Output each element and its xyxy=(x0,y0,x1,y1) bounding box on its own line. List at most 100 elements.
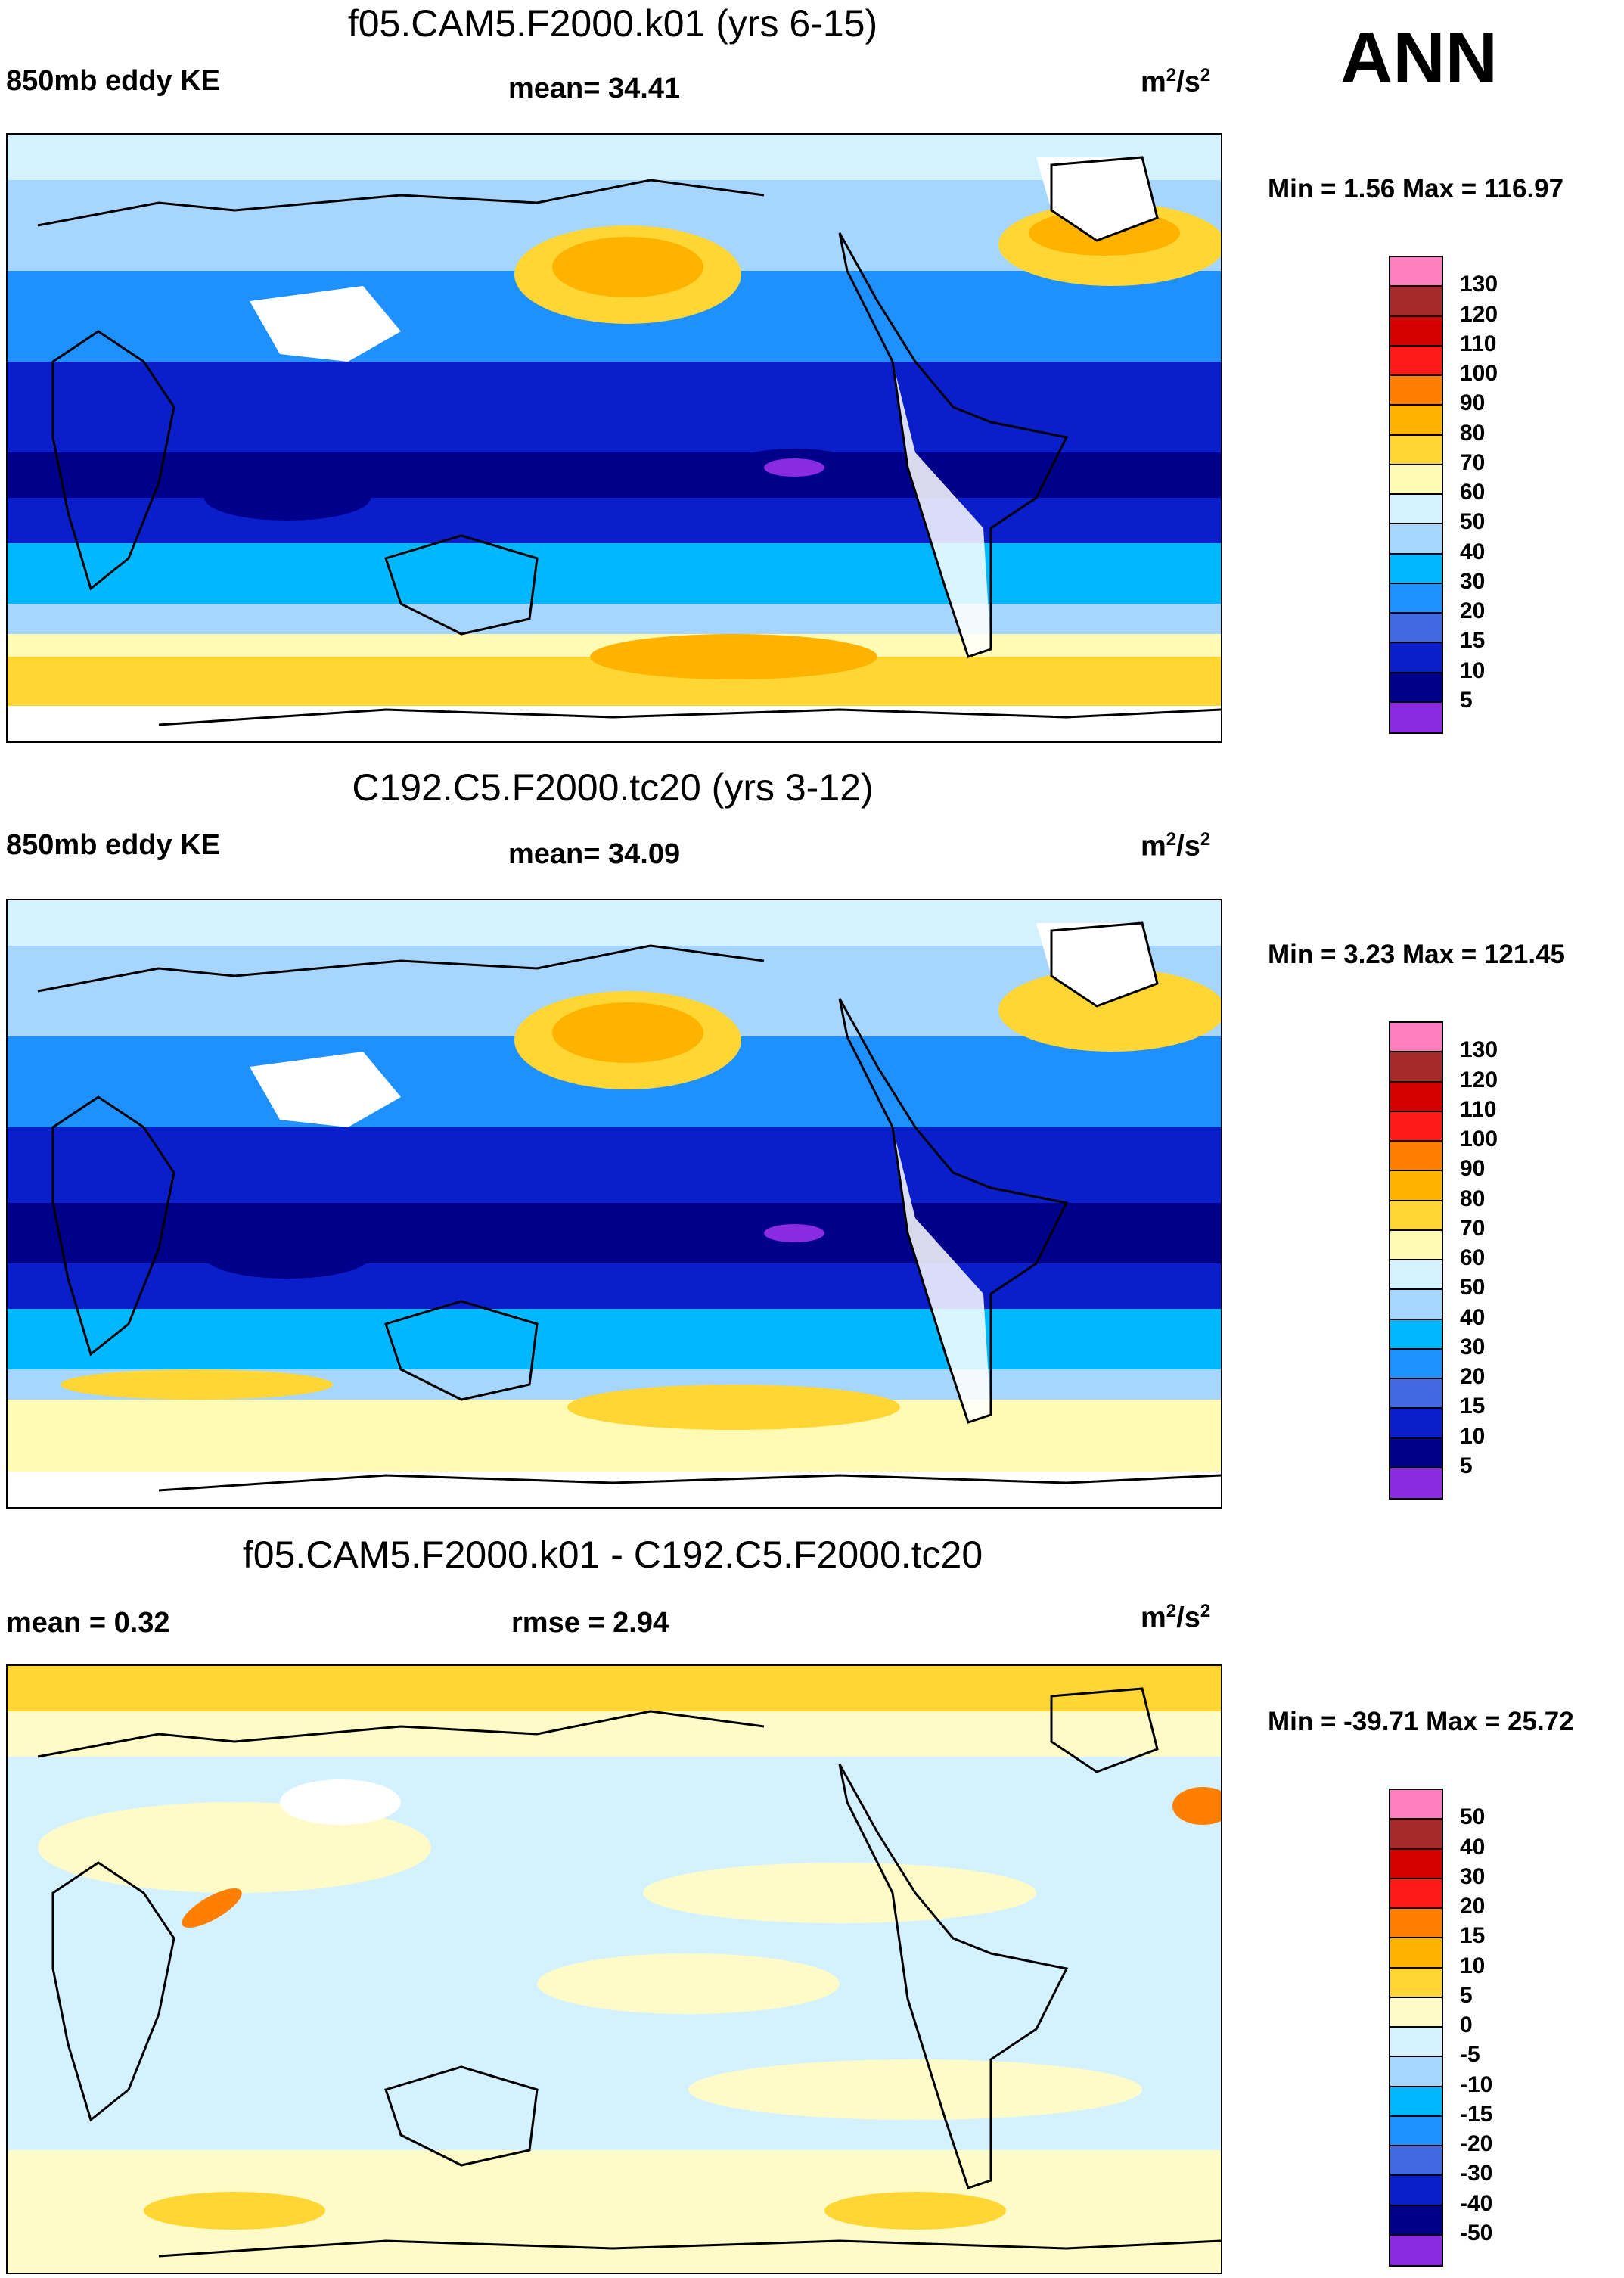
colorbar-tick-label: 60 xyxy=(1460,1245,1486,1270)
colorbar-segment xyxy=(1390,1879,1442,1909)
colorbar-segment xyxy=(1390,1849,1442,1879)
colorbar-tick-label: 120 xyxy=(1460,301,1498,327)
colorbar-tick-label: 100 xyxy=(1460,1127,1498,1151)
colorbar-segment xyxy=(1390,1909,1442,1939)
colorbar-segment xyxy=(1390,1230,1442,1260)
colorbar-segment xyxy=(1390,1142,1442,1172)
colorbar-tick-label: 80 xyxy=(1460,420,1486,446)
panel-1-map-svg xyxy=(8,135,1221,741)
colorbar-tick-label: -20 xyxy=(1460,2131,1493,2156)
panel-1-mean-label: mean= 34.41 xyxy=(508,73,681,104)
panel-3-colorbar-box xyxy=(1389,1789,1443,2267)
colorbar-segment xyxy=(1390,465,1442,495)
colorbar-segment xyxy=(1390,2116,1442,2146)
colorbar-tick-label: 30 xyxy=(1460,568,1486,594)
colorbar-segment xyxy=(1390,1052,1442,1083)
colorbar-segment xyxy=(1390,1319,1442,1350)
colorbar-tick-label: 60 xyxy=(1460,480,1486,505)
panel-2-colorbar-box xyxy=(1389,1021,1443,1500)
panel-3-minmax: Min = -39.71 Max = 25.72 xyxy=(1268,1707,1574,1736)
colorbar-segment xyxy=(1390,1260,1442,1291)
colorbar-tick-label: 50 xyxy=(1460,1804,1486,1830)
colorbar-tick-label: 5 xyxy=(1460,687,1473,713)
colorbar-tick-label: 40 xyxy=(1460,1304,1486,1330)
colorbar-tick-label: 70 xyxy=(1460,1215,1486,1241)
colorbar-segment xyxy=(1390,406,1442,436)
panel-2-title: C192.C5.F2000.tc20 (yrs 3-12) xyxy=(352,766,874,809)
panel-1-colorbar-box xyxy=(1389,256,1443,734)
colorbar-segment xyxy=(1390,1290,1442,1320)
colorbar-tick-label: -30 xyxy=(1460,2161,1493,2186)
colorbar-segment xyxy=(1390,1201,1442,1231)
panel-2-field-label: 850mb eddy KE xyxy=(6,829,220,861)
colorbar-segment xyxy=(1390,1997,1442,2028)
colorbar-tick-label: -40 xyxy=(1460,2190,1493,2216)
colorbar-tick-label: 15 xyxy=(1460,1394,1486,1419)
colorbar-tick-label: 50 xyxy=(1460,1275,1486,1301)
colorbar-segment xyxy=(1390,376,1442,406)
panel-2-minmax: Min = 3.23 Max = 121.45 xyxy=(1268,940,1566,969)
colorbar-segment xyxy=(1390,1968,1442,1998)
colorbar-segment xyxy=(1390,1023,1442,1053)
colorbar-tick-label: 130 xyxy=(1460,1037,1498,1063)
colorbar-segment xyxy=(1390,495,1442,525)
colorbar-tick-label: 110 xyxy=(1460,331,1497,356)
colorbar-tick-label: 90 xyxy=(1460,1156,1486,1182)
colorbar-segment xyxy=(1390,524,1442,555)
colorbar-segment xyxy=(1390,346,1442,376)
colorbar-segment xyxy=(1390,2146,1442,2177)
colorbar-segment xyxy=(1390,1438,1442,1468)
panel-2-map xyxy=(6,899,1222,1509)
colorbar-segment xyxy=(1390,316,1442,347)
colorbar-segment xyxy=(1390,1790,1442,1820)
colorbar-segment xyxy=(1390,1820,1442,1850)
colorbar-tick-label: 90 xyxy=(1460,390,1486,416)
panel-3-title: f05.CAM5.F2000.k01 - C192.C5.F2000.tc20 xyxy=(242,1534,983,1576)
colorbar-segment xyxy=(1390,1171,1442,1201)
colorbar-segment xyxy=(1390,1938,1442,1969)
colorbar-tick-label: 70 xyxy=(1460,449,1486,475)
colorbar-tick-label: 50 xyxy=(1460,509,1486,535)
colorbar-segment xyxy=(1390,2087,1442,2117)
colorbar-segment xyxy=(1390,583,1442,614)
panel-3-units: m2/s2 xyxy=(1141,1601,1211,1634)
colorbar-tick-label: 80 xyxy=(1460,1186,1486,1211)
colorbar-tick-label: 10 xyxy=(1460,1423,1486,1449)
colorbar-tick-label: -5 xyxy=(1460,2042,1480,2068)
panel-2-map-svg xyxy=(8,900,1221,1507)
colorbar-tick-label: 40 xyxy=(1460,1834,1486,1860)
colorbar-segment xyxy=(1390,1468,1442,1498)
colorbar-tick-label: 100 xyxy=(1460,361,1498,386)
colorbar-tick-label: 15 xyxy=(1460,628,1486,654)
colorbar-segment xyxy=(1390,2028,1442,2058)
colorbar-segment xyxy=(1390,702,1442,732)
colorbar-segment xyxy=(1390,554,1442,584)
panel-3-map-svg xyxy=(8,1666,1221,2273)
panel-3-map xyxy=(6,1664,1222,2274)
panel-2-mean-label: mean= 34.09 xyxy=(508,838,681,870)
colorbar-tick-label: 0 xyxy=(1460,2012,1473,2037)
colorbar-tick-label: 40 xyxy=(1460,539,1486,564)
colorbar-tick-label: -15 xyxy=(1460,2101,1493,2127)
colorbar-segment xyxy=(1390,1349,1442,1379)
panel-1-colorbar xyxy=(1389,256,1443,734)
colorbar-segment xyxy=(1390,257,1442,287)
colorbar-segment xyxy=(1390,1082,1442,1112)
panel-2-units: m2/s2 xyxy=(1141,829,1211,862)
colorbar-tick-label: 5 xyxy=(1460,1982,1473,2008)
colorbar-tick-label: 20 xyxy=(1460,1364,1486,1389)
colorbar-segment xyxy=(1390,673,1442,703)
colorbar-tick-label: 130 xyxy=(1460,272,1498,297)
colorbar-segment xyxy=(1390,1379,1442,1409)
colorbar-segment xyxy=(1390,2235,1442,2265)
colorbar-segment xyxy=(1390,643,1442,673)
colorbar-tick-label: 30 xyxy=(1460,1334,1486,1360)
colorbar-tick-label: 10 xyxy=(1460,1953,1486,1978)
panel-3-colorbar xyxy=(1389,1789,1443,2267)
panel-1-units: m2/s2 xyxy=(1141,65,1211,98)
panel-3-mean-label: mean = 0.32 xyxy=(6,1607,170,1639)
colorbar-tick-label: -10 xyxy=(1460,2071,1493,2097)
colorbar-segment xyxy=(1390,2176,1442,2206)
colorbar-segment xyxy=(1390,2057,1442,2087)
colorbar-tick-label: 20 xyxy=(1460,1894,1486,1919)
